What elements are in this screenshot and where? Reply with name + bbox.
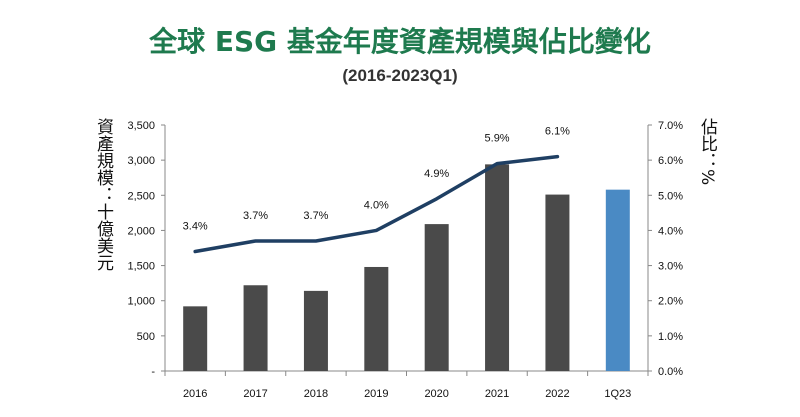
x-tick-label: 2020 [424, 388, 448, 400]
y-right-tick-label: 1.0% [658, 331, 683, 343]
y-right-tick-label: 0.0% [658, 366, 683, 378]
share-data-label-2018: 3.7% [303, 210, 328, 222]
share-data-label-2021: 5.9% [485, 133, 510, 145]
share-data-label-2019: 4.0% [364, 199, 389, 211]
y-right-tick-label: 2.0% [658, 296, 683, 308]
share-data-label-2016: 3.4% [183, 221, 208, 233]
share-line-series [193, 154, 560, 254]
x-tick-label: 2019 [364, 388, 388, 400]
share-data-label-2022: 6.1% [545, 126, 570, 138]
y-right-tick-label: 7.0% [658, 120, 683, 132]
bar-2017 [243, 285, 268, 371]
y-left-tick-label: 1,000 [127, 296, 155, 308]
x-tick-label: 2017 [243, 388, 267, 400]
chart-subtitle: (2016-2023Q1) [342, 66, 458, 85]
y-left-tick-label: 2,000 [127, 225, 155, 237]
bar-2018 [303, 290, 328, 371]
y-left-tick-label: 3,000 [127, 155, 155, 167]
y-right-tick-label: 6.0% [658, 155, 683, 167]
data-labels: 3.4% 3.7% 3.7% 4.0% 4.9% 5.9% 6.1% [183, 126, 571, 233]
y-left-tick-label: 500 [137, 331, 155, 343]
y-left-tick-label: 1,500 [127, 261, 155, 273]
y-right-tick-label: 5.0% [658, 190, 683, 202]
bar-2020 [424, 224, 449, 371]
y-left-tick-label: 3,500 [127, 120, 155, 132]
share-data-label-2017: 3.7% [243, 210, 268, 222]
bar-2022 [545, 194, 570, 371]
bar-2019 [364, 266, 389, 371]
y-axis-right-label: 佔比：% [697, 118, 717, 186]
x-tick-label: 1Q23 [604, 388, 631, 400]
axes-group: - 500 1,000 1,500 2,000 2,500 3,000 3,500 0.0% 1.… [127, 120, 683, 400]
y-right-tick-label: 3.0% [658, 261, 683, 273]
bar-2016 [183, 306, 208, 371]
x-tick-label: 2018 [304, 388, 328, 400]
bar-1Q23 [605, 189, 630, 371]
x-tick-label: 2016 [183, 388, 207, 400]
y-right-tick-label: 4.0% [658, 225, 683, 237]
x-tick-label: 2022 [545, 388, 569, 400]
chart-title: 全球 ESG 基金年度資產規模與佔比變化 [149, 25, 651, 58]
bar-2021 [485, 164, 510, 371]
y-left-tick-label: 2,500 [127, 190, 155, 202]
share-data-label-2020: 4.9% [424, 168, 449, 180]
bar-series [183, 164, 630, 371]
y-left-tick-label: - [151, 366, 155, 378]
share-line [193, 154, 560, 254]
y-axis-left-label: 資產規模：十億美元 [93, 118, 113, 271]
x-tick-label: 2021 [485, 388, 509, 400]
